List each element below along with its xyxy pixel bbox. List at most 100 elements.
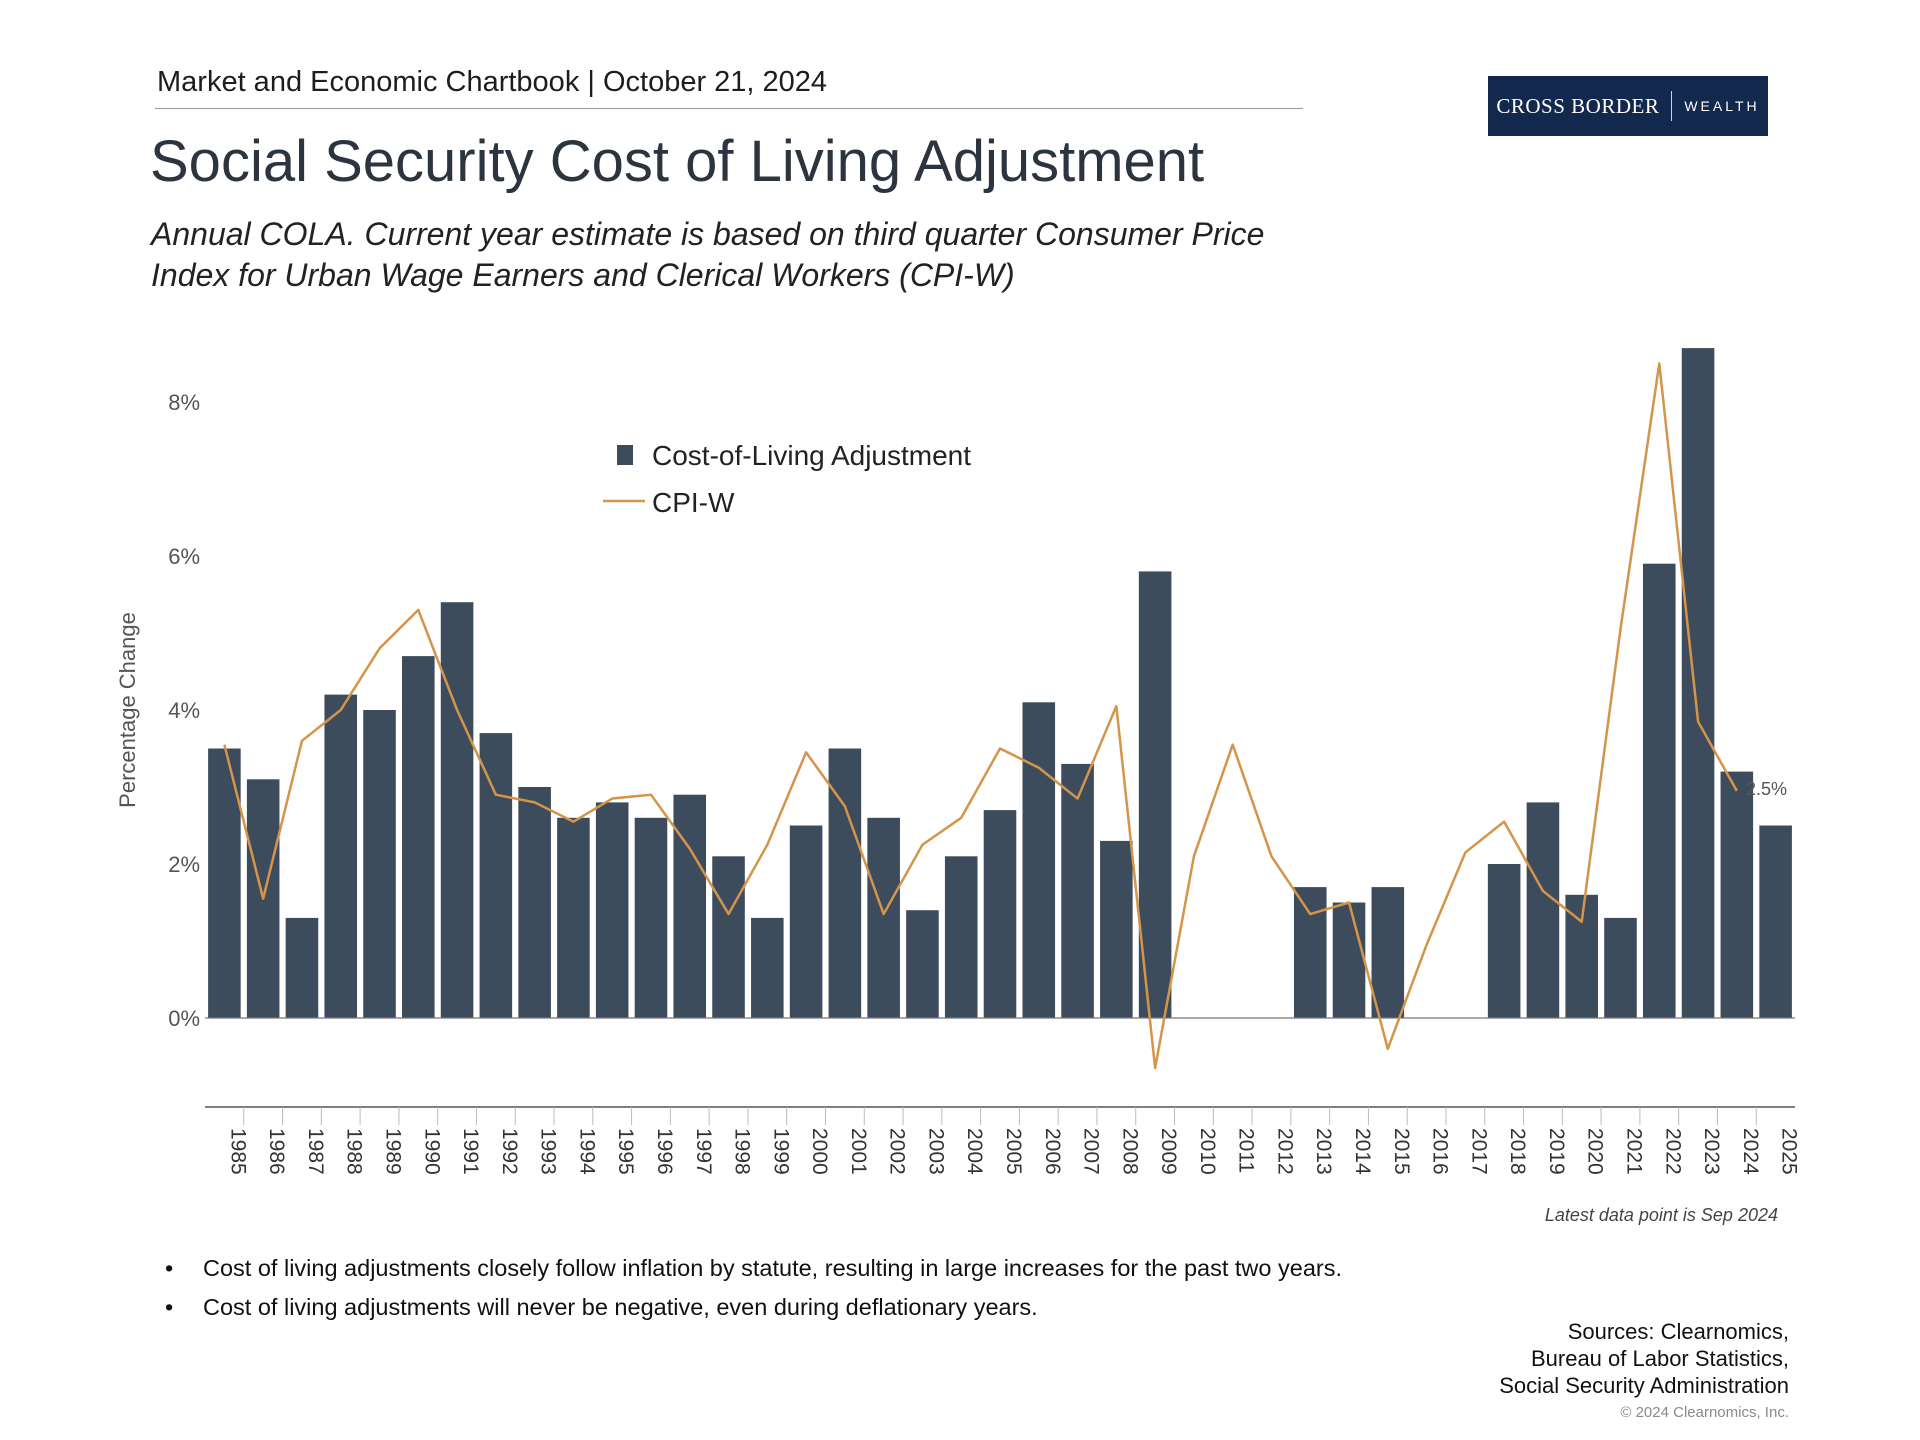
- bar-1987: [285, 917, 319, 1018]
- x-tick-label-1999: 1999: [769, 1128, 792, 1175]
- bullet-symbol-2: •: [165, 1294, 174, 1320]
- x-tick-label-2001: 2001: [847, 1128, 870, 1175]
- legend-swatch-cola: [617, 445, 633, 465]
- sources-line-2: Bureau of Labor Statistics,: [1530, 1346, 1789, 1371]
- copyright-notice: © 2024 Clearnomics, Inc.: [1620, 1404, 1789, 1421]
- x-tick-label-2004: 2004: [963, 1128, 986, 1175]
- x-tick-label-1987: 1987: [304, 1128, 327, 1175]
- x-tick-label-1985: 1985: [226, 1128, 249, 1175]
- header-divider: [155, 108, 1303, 109]
- x-tick-label-1997: 1997: [692, 1128, 715, 1175]
- x-tick-label-2017: 2017: [1467, 1128, 1490, 1175]
- bar-1993: [518, 787, 551, 1018]
- bar-1995: [595, 802, 629, 1018]
- bullet-text-2: Cost of living adjustments will never be…: [203, 1294, 1038, 1320]
- x-tick-label-2012: 2012: [1273, 1128, 1296, 1175]
- bar-1990: [402, 656, 435, 1018]
- x-tick-label-2024: 2024: [1739, 1128, 1762, 1175]
- chartbook-header: Market and Economic Chartbook | October …: [157, 66, 828, 98]
- bar-2008: [1100, 840, 1133, 1018]
- cpi-w-line: [223, 362, 1738, 1070]
- x-tick-label-2009: 2009: [1157, 1128, 1180, 1175]
- bullet-list: • Cost of living adjustments closely fol…: [165, 1252, 1395, 1330]
- page-title: Social Security Cost of Living Adjustmen…: [150, 129, 1205, 194]
- x-tick-label-2014: 2014: [1351, 1128, 1374, 1175]
- x-tick-label-2007: 2007: [1080, 1128, 1103, 1175]
- sources-line-1: Sources: Clearnomics,: [1567, 1319, 1789, 1344]
- bar-2022: [1642, 563, 1676, 1018]
- logo-separator: [1671, 91, 1673, 121]
- x-tick-label-1995: 1995: [614, 1128, 637, 1175]
- x-tick-label-1993: 1993: [537, 1128, 560, 1175]
- x-tick-label-2006: 2006: [1041, 1128, 1064, 1175]
- bar-2009: [1138, 571, 1172, 1018]
- bar-2014: [1332, 902, 1366, 1018]
- subtitle-line-1: Annual COLA. Current year estimate is ba…: [151, 216, 1265, 252]
- bar-1991: [440, 602, 474, 1018]
- bar-2018: [1487, 864, 1521, 1018]
- bar-2021: [1604, 917, 1637, 1018]
- x-tick-label-2003: 2003: [924, 1128, 947, 1175]
- bar-2005: [983, 810, 1017, 1018]
- x-tick-label-2021: 2021: [1622, 1128, 1645, 1175]
- y-tick-label-2: 2%: [168, 852, 200, 877]
- y-tick-label-4: 4%: [168, 698, 200, 723]
- x-tick-label-2011: 2011: [1235, 1128, 1258, 1173]
- x-tick-label-1986: 1986: [265, 1128, 288, 1175]
- bar-1999: [751, 917, 784, 1018]
- bar-2024: [1720, 771, 1754, 1018]
- bar-1992: [479, 733, 513, 1018]
- x-tick-label-2022: 2022: [1661, 1128, 1684, 1175]
- x-tick-label-1989: 1989: [382, 1128, 405, 1175]
- x-tick-label-2013: 2013: [1312, 1128, 1335, 1175]
- x-tick-label-1992: 1992: [498, 1128, 521, 1175]
- bullet-item-1: • Cost of living adjustments closely fol…: [165, 1252, 1395, 1285]
- bar-2000: [789, 825, 823, 1018]
- bar-1994: [557, 817, 590, 1018]
- x-tick-label-2005: 2005: [1002, 1128, 1025, 1175]
- x-tick-label-2020: 2020: [1584, 1128, 1607, 1175]
- page-subtitle: Annual COLA. Current year estimate is ba…: [151, 214, 1451, 296]
- bar-1997: [673, 794, 707, 1018]
- cola-chart: 0% 2% 4% 6% 8% Percentage Change 2.5% 1985 1986 1…: [115, 348, 1801, 1225]
- bullet-item-2: • Cost of living adjustments will never …: [165, 1291, 1395, 1324]
- y-tick-label-0: 0%: [168, 1006, 200, 1031]
- y-axis-title: Percentage Change: [115, 612, 140, 808]
- sources-block: Sources: Clearnomics, Bureau of Labor St…: [1499, 1318, 1789, 1399]
- bar-2025: [1759, 825, 1792, 1018]
- bar-1985: [208, 748, 241, 1018]
- legend-label-cola: Cost-of-Living Adjustment: [652, 440, 971, 471]
- sources-line-3: Social Security Administration: [1499, 1373, 1789, 1398]
- y-tick-label-6: 6%: [168, 544, 200, 569]
- bar-1989: [363, 710, 396, 1018]
- bar-2007: [1061, 763, 1094, 1018]
- logo-sub-text: WEALTH: [1684, 98, 1760, 114]
- x-tick-label-2019: 2019: [1545, 1128, 1568, 1175]
- bar-1998: [712, 856, 745, 1018]
- x-tick-label-2008: 2008: [1118, 1128, 1141, 1175]
- x-tick-label-2010: 2010: [1196, 1128, 1219, 1175]
- bar-2004: [944, 856, 978, 1018]
- bar-2006: [1022, 702, 1056, 1018]
- bar-2001: [828, 748, 862, 1018]
- x-tick-label-1990: 1990: [420, 1128, 443, 1175]
- x-tick-label-2002: 2002: [886, 1128, 909, 1175]
- x-tick-label-2025: 2025: [1778, 1128, 1801, 1175]
- bar-2019: [1526, 802, 1560, 1018]
- cross-border-wealth-logo: CROSS BORDER WEALTH: [1488, 76, 1768, 136]
- bullet-text-1: Cost of living adjustments closely follo…: [203, 1255, 1342, 1281]
- x-tick-label-1988: 1988: [343, 1128, 366, 1175]
- bar-2003: [906, 910, 939, 1018]
- x-tick-label-2000: 2000: [808, 1128, 831, 1175]
- x-tick-label-1998: 1998: [731, 1128, 754, 1175]
- subtitle-line-2: Index for Urban Wage Earners and Clerica…: [151, 257, 1015, 293]
- bar-2002: [867, 817, 900, 1018]
- bar-2023: [1681, 348, 1715, 1019]
- x-tick-label-1994: 1994: [575, 1128, 598, 1175]
- logo-main-text: CROSS BORDER: [1496, 93, 1660, 118]
- x-tick-label-2015: 2015: [1390, 1128, 1413, 1175]
- x-tick-label-2023: 2023: [1700, 1128, 1723, 1175]
- x-tick-label-1996: 1996: [653, 1128, 676, 1175]
- x-tick-label-2016: 2016: [1429, 1128, 1452, 1175]
- last-value-label: 2.5%: [1746, 779, 1787, 799]
